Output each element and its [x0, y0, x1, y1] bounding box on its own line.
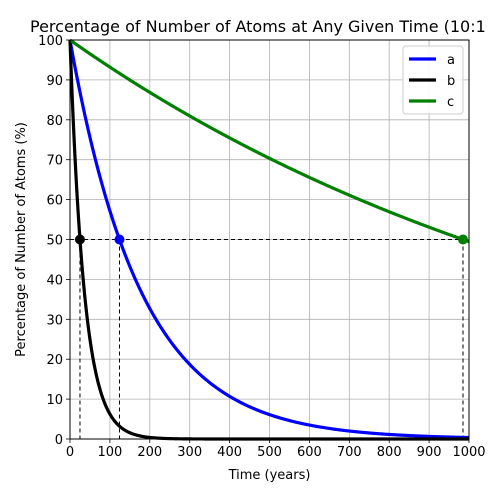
half-life-marker-c [458, 234, 469, 245]
y-tick-label: 60 [46, 194, 63, 209]
y-tick-label: 90 [46, 74, 63, 89]
x-tick-label: 600 [297, 445, 322, 460]
x-tick-label: 200 [137, 445, 162, 460]
x-tick-label: 100 [97, 445, 122, 460]
series-line-a [68, 39, 470, 440]
x-tick-label: 1000 [452, 445, 485, 460]
y-tick-label: 10 [46, 393, 63, 408]
marker-layer [74, 234, 469, 245]
legend-label-a: a [447, 53, 455, 68]
x-tick-label: 900 [417, 445, 442, 460]
x-axis-label: Time (years) [228, 468, 311, 483]
y-tick-label: 50 [46, 234, 63, 249]
y-tick-label: 40 [46, 273, 63, 288]
x-tick-label: 500 [257, 445, 282, 460]
x-tick-label: 800 [377, 445, 402, 460]
legend-label-b: b [447, 74, 455, 89]
y-axis-label: Percentage of Number of Atoms (%) [14, 122, 29, 357]
x-tick-label: 0 [66, 445, 74, 460]
half-life-marker-b [74, 234, 85, 245]
y-tick-label: 100 [38, 34, 63, 49]
reference-lines [70, 239, 464, 439]
legend-label-c: c [447, 95, 454, 110]
tick-layer: 0 100 200 300 400 500 600 700 800 900 1000 0 10 20 30 4… [38, 34, 485, 460]
y-tick-label: 80 [46, 114, 63, 129]
series-line-c [69, 38, 470, 244]
y-tick-label: 20 [46, 353, 63, 368]
half-life-marker-a [114, 234, 125, 245]
x-tick-label: 400 [217, 445, 242, 460]
y-tick-label: 70 [46, 154, 63, 169]
chart-title: Percentage of Number of Atoms at Any Giv… [30, 17, 486, 36]
x-tick-label: 700 [337, 445, 362, 460]
legend: abc [402, 45, 464, 115]
x-tick-label: 300 [177, 445, 202, 460]
y-tick-label: 30 [46, 313, 63, 328]
y-tick-label: 0 [55, 433, 63, 448]
